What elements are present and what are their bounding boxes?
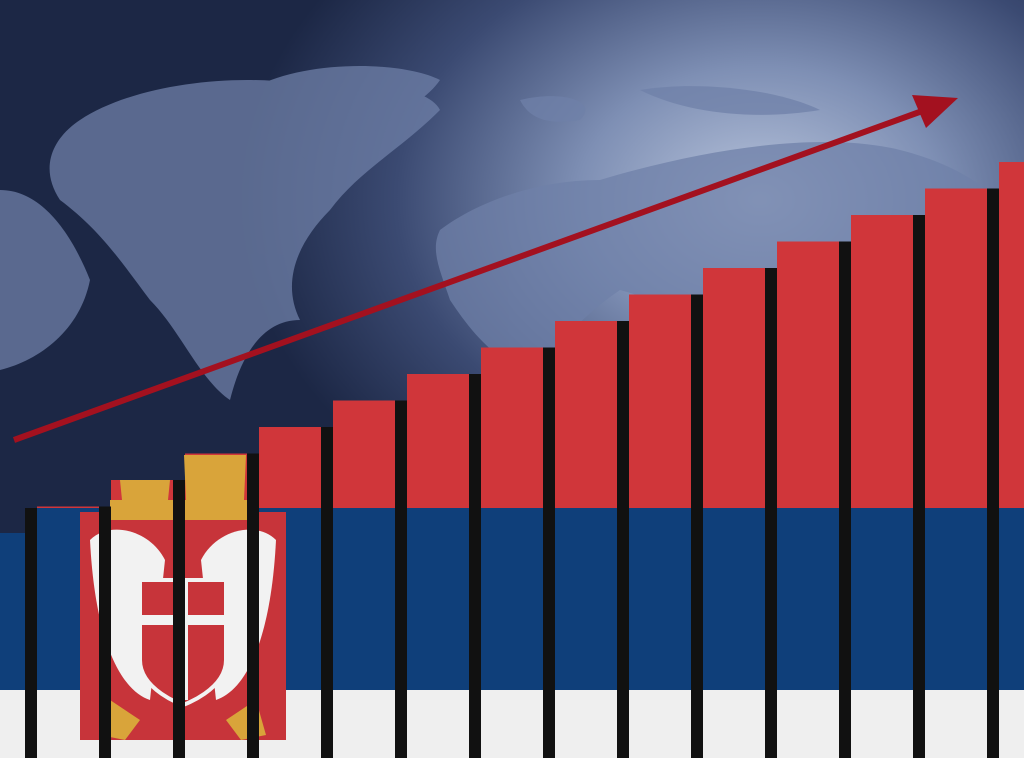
bar-white-segment xyxy=(777,690,839,758)
bar-gap xyxy=(691,294,703,758)
bar-white-segment xyxy=(999,690,1024,758)
bar-red-segment xyxy=(333,400,395,508)
bar xyxy=(925,188,987,758)
bar-gap xyxy=(173,480,185,758)
bar xyxy=(333,400,395,758)
bar xyxy=(777,241,839,758)
bar-gap xyxy=(395,400,407,758)
bar-blue-segment xyxy=(925,508,987,690)
bar-red-segment xyxy=(407,374,469,508)
bar-white-segment xyxy=(0,690,25,758)
bar-blue-segment xyxy=(629,508,691,690)
bar-blue-segment xyxy=(407,508,469,690)
bar-blue-segment xyxy=(703,508,765,690)
bar-gap xyxy=(321,427,333,758)
bar-gap xyxy=(913,215,925,758)
bar-gap xyxy=(839,241,851,758)
bar xyxy=(629,294,691,758)
bar-white-segment xyxy=(629,690,691,758)
bar-red-segment xyxy=(851,215,913,508)
bar-red-segment xyxy=(629,294,691,508)
bar xyxy=(481,347,543,758)
bar-red-segment xyxy=(481,347,543,508)
bar-separators xyxy=(25,188,999,758)
bar-white-segment xyxy=(925,690,987,758)
bar-blue-segment xyxy=(333,508,395,690)
bar-blue-segment xyxy=(555,508,617,690)
bar xyxy=(999,162,1024,758)
trend-arrow xyxy=(12,95,958,443)
bar xyxy=(555,321,617,758)
bar xyxy=(851,215,913,758)
bar-blue-segment xyxy=(851,508,913,690)
bar xyxy=(407,374,469,758)
bar-gap xyxy=(25,533,37,758)
bar xyxy=(703,268,765,758)
bar-red-segment xyxy=(703,268,765,508)
bar-white-segment xyxy=(851,690,913,758)
arrow-head-icon xyxy=(912,95,958,128)
bar-blue-segment xyxy=(999,508,1024,690)
bar-white-segment xyxy=(555,690,617,758)
bar-gap xyxy=(469,374,481,758)
bar-red-segment xyxy=(925,188,987,508)
bar-white-segment xyxy=(703,690,765,758)
bar-red-segment xyxy=(777,241,839,508)
trend-arrow-line xyxy=(12,107,927,443)
bar-white-segment xyxy=(481,690,543,758)
bar-white-segment xyxy=(333,690,395,758)
bar-white-segment xyxy=(407,690,469,758)
bar-blue-segment xyxy=(777,508,839,690)
bar-blue-segment xyxy=(481,508,543,690)
bar-red-segment xyxy=(555,321,617,508)
bar-gap xyxy=(765,268,777,758)
bar-gap xyxy=(247,453,259,758)
bar-red-segment xyxy=(37,506,99,508)
bar-blue-segment xyxy=(0,533,25,690)
bar-red-segment xyxy=(999,162,1024,508)
bar-gap xyxy=(987,188,999,758)
bar-gap xyxy=(617,321,629,758)
bar-red-segment xyxy=(259,427,321,508)
bar xyxy=(0,533,25,758)
bar-gap xyxy=(543,347,555,758)
bar-gap xyxy=(99,506,111,758)
